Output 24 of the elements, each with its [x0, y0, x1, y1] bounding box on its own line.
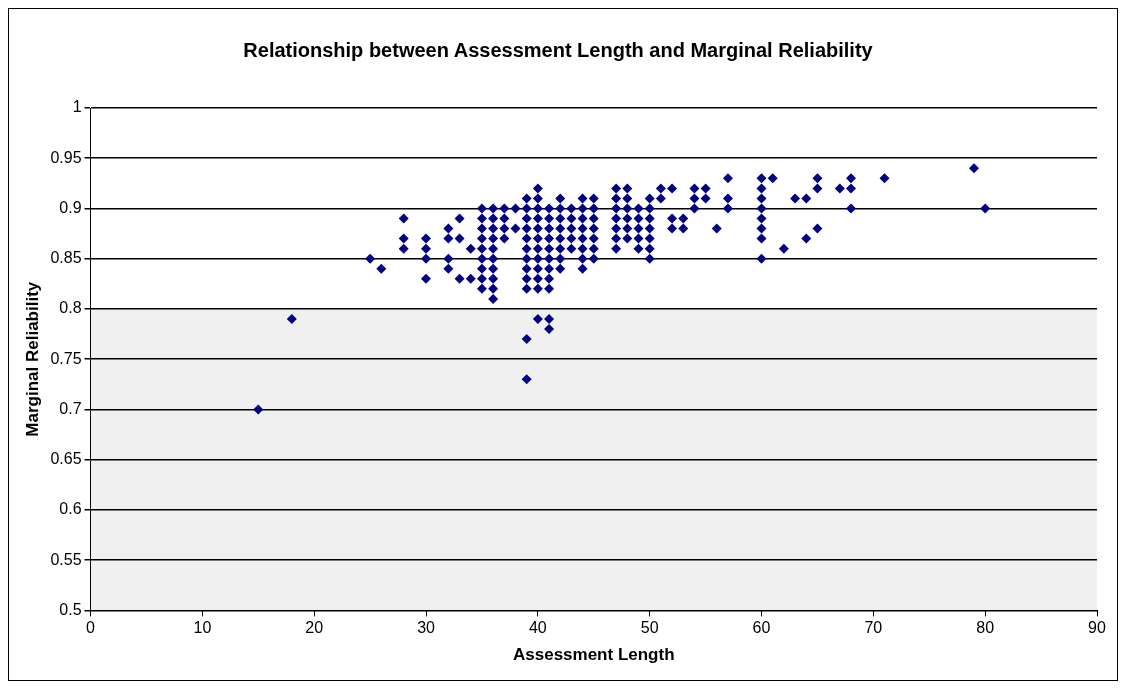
- x-tick-label: 40: [528, 619, 547, 637]
- x-tick-label: 10: [193, 619, 212, 637]
- y-tick-label: 0.6: [59, 500, 82, 518]
- y-tick-label: 0.95: [50, 148, 82, 166]
- y-tick-label: 0.75: [50, 349, 82, 367]
- y-axis-title: Marginal Reliability: [22, 281, 42, 437]
- x-tick-label: 60: [752, 619, 771, 637]
- chart-title: Relationship between Assessment Length and Marginal Reliability: [243, 38, 874, 61]
- x-tick-label: 30: [417, 619, 436, 637]
- y-tick-label: 0.55: [50, 550, 82, 568]
- x-tick-label: 50: [640, 619, 659, 637]
- y-tick-label: 1: [72, 98, 82, 116]
- y-tick-label: 0.9: [59, 198, 82, 216]
- y-tick-label: 0.7: [59, 399, 82, 417]
- x-tick-label: 20: [305, 619, 324, 637]
- y-tick-label: 0.65: [50, 450, 82, 468]
- y-tick-label: 0.8: [59, 299, 82, 317]
- y-tick-label: 0.85: [50, 249, 82, 267]
- y-tick-label: 0.5: [59, 600, 82, 618]
- x-tick-label: 70: [864, 619, 883, 637]
- x-axis-title: Assessment Length: [513, 645, 675, 665]
- x-tick-label: 80: [976, 619, 995, 637]
- x-tick-label: 0: [86, 619, 96, 637]
- x-tick-label: 90: [1088, 619, 1106, 637]
